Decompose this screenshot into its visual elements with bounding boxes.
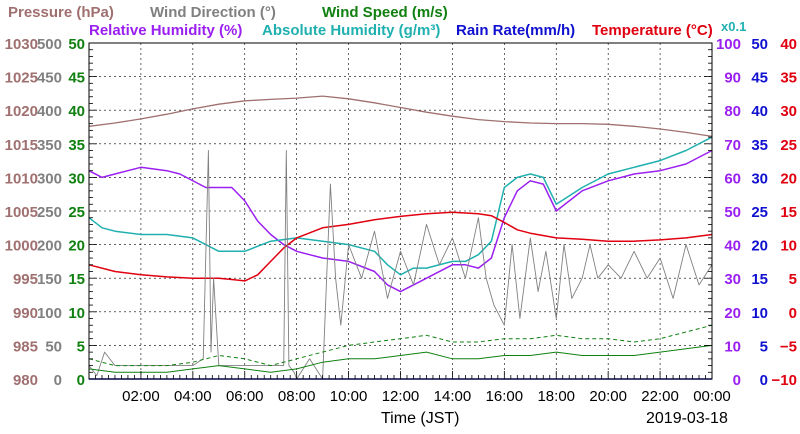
temperature-line [88, 211, 713, 282]
temperature-tick: 5 [789, 271, 797, 288]
wind-speed-tick: 25 [68, 204, 85, 221]
humidity-tick: 80 [724, 103, 741, 120]
wind-direction-tick: 250 [37, 204, 62, 221]
pressure-tick: 985 [13, 338, 38, 355]
temperature-tick: −10 [772, 372, 797, 389]
wind-speed-tick: 35 [68, 137, 85, 154]
legend-absolute-humidity: Absolute Humidity (g/m³) [262, 22, 440, 39]
temperature-tick: 35 [780, 70, 797, 87]
wind-direction-tick: 0 [54, 372, 62, 389]
wind-direction-tick: 300 [37, 170, 62, 187]
x-tick-label: 10:00 [330, 388, 368, 405]
humidity-tick: 0 [733, 372, 741, 389]
wind-direction-tick: 50 [45, 338, 62, 355]
relative-humidity-line [88, 149, 713, 293]
rain-rate-tick: 45 [751, 70, 768, 87]
absolute-humidity-line [88, 136, 713, 276]
wind-speed-tick: 30 [68, 170, 85, 187]
wind-direction-tick: 200 [37, 238, 62, 255]
wind-direction-line [88, 150, 713, 380]
pressure-tick: 1015 [5, 137, 38, 154]
pressure-tick: 1030 [5, 36, 38, 53]
humidity-tick: 10 [724, 338, 741, 355]
x-tick-label: 06:00 [226, 388, 264, 405]
x-tick-label: 02:00 [122, 388, 160, 405]
rain-rate-tick: 20 [751, 238, 768, 255]
rain-rate-tick: 35 [751, 137, 768, 154]
x-tick-label: 22:00 [641, 388, 679, 405]
rain-rate-tick: 25 [751, 204, 768, 221]
legend-pressure: Pressure (hPa) [8, 4, 114, 21]
humidity-tick: 100 [716, 36, 741, 53]
pressure-tick: 995 [13, 271, 38, 288]
humidity-tick: 60 [724, 170, 741, 187]
date-label: 2019-03-18 [646, 410, 728, 427]
rain-rate-tick: 5 [760, 338, 768, 355]
pressure-tick: 1005 [5, 204, 38, 221]
pressure-tick: 980 [13, 372, 38, 389]
temperature-tick: 15 [780, 204, 797, 221]
legend-x01: x0.1 [721, 19, 746, 34]
temperature-tick: 25 [780, 137, 797, 154]
pressure-line [88, 95, 713, 138]
wind-speed-tick: 0 [77, 372, 85, 389]
legend-wind-speed: Wind Speed (m/s) [322, 4, 448, 21]
legend-temperature: Temperature (°C) [592, 22, 713, 39]
temperature-tick: 30 [780, 103, 797, 120]
humidity-tick: 40 [724, 238, 741, 255]
legend-relative-humidity: Relative Humidity (%) [89, 22, 242, 39]
x-axis-label: Time (JST) [381, 410, 460, 427]
wind-speed-tick: 10 [68, 305, 85, 322]
wind-speed-tick: 40 [68, 103, 85, 120]
rain-rate-tick: 50 [751, 36, 768, 53]
axis-ticks: 9809859909951000100510101015102010251030… [5, 36, 797, 405]
pressure-tick: 1025 [5, 70, 38, 87]
wind-speed-tick: 5 [77, 338, 85, 355]
rain-rate-tick: 40 [751, 103, 768, 120]
x-tick-label: 18:00 [537, 388, 575, 405]
temperature-tick: 0 [789, 305, 797, 322]
humidity-tick: 70 [724, 137, 741, 154]
wind-speed-tick: 20 [68, 238, 85, 255]
x-tick-label: 08:00 [278, 388, 316, 405]
temperature-tick: 20 [780, 170, 797, 187]
wind-speed-gust-line [88, 324, 713, 367]
x-tick-label: 20:00 [589, 388, 627, 405]
humidity-tick: 90 [724, 70, 741, 87]
x-tick-label: 16:00 [486, 388, 524, 405]
wind-speed-tick: 15 [68, 271, 85, 288]
temperature-tick: 40 [780, 36, 797, 53]
wind-direction-tick: 400 [37, 103, 62, 120]
pressure-tick: 990 [13, 305, 38, 322]
pressure-tick: 1010 [5, 170, 38, 187]
wind-speed-line [88, 344, 713, 373]
temperature-tick: −5 [780, 338, 797, 355]
humidity-tick: 20 [724, 305, 741, 322]
pressure-tick: 1000 [5, 238, 38, 255]
rain-rate-tick: 0 [760, 372, 768, 389]
x-tick-label: 00:00 [693, 388, 731, 405]
pressure-tick: 1020 [5, 103, 38, 120]
wind-direction-tick: 350 [37, 137, 62, 154]
wind-speed-tick: 50 [68, 36, 85, 53]
wind-speed-tick: 45 [68, 70, 85, 87]
x-tick-label: 12:00 [382, 388, 420, 405]
temperature-tick: 10 [780, 238, 797, 255]
x-tick-label: 14:00 [434, 388, 472, 405]
grid [89, 43, 712, 379]
x-tick-label: 04:00 [174, 388, 212, 405]
wind-direction-tick: 100 [37, 305, 62, 322]
rain-rate-tick: 15 [751, 271, 768, 288]
humidity-tick: 30 [724, 271, 741, 288]
humidity-tick: 50 [724, 204, 741, 221]
wind-direction-tick: 450 [37, 70, 62, 87]
rain-rate-tick: 30 [751, 170, 768, 187]
wind-direction-tick: 500 [37, 36, 62, 53]
legend-rain-rate: Rain Rate(mm/h) [456, 22, 575, 39]
rain-rate-tick: 10 [751, 305, 768, 322]
legend-wind-direction: Wind Direction (°) [150, 4, 276, 21]
wind-direction-tick: 150 [37, 271, 62, 288]
